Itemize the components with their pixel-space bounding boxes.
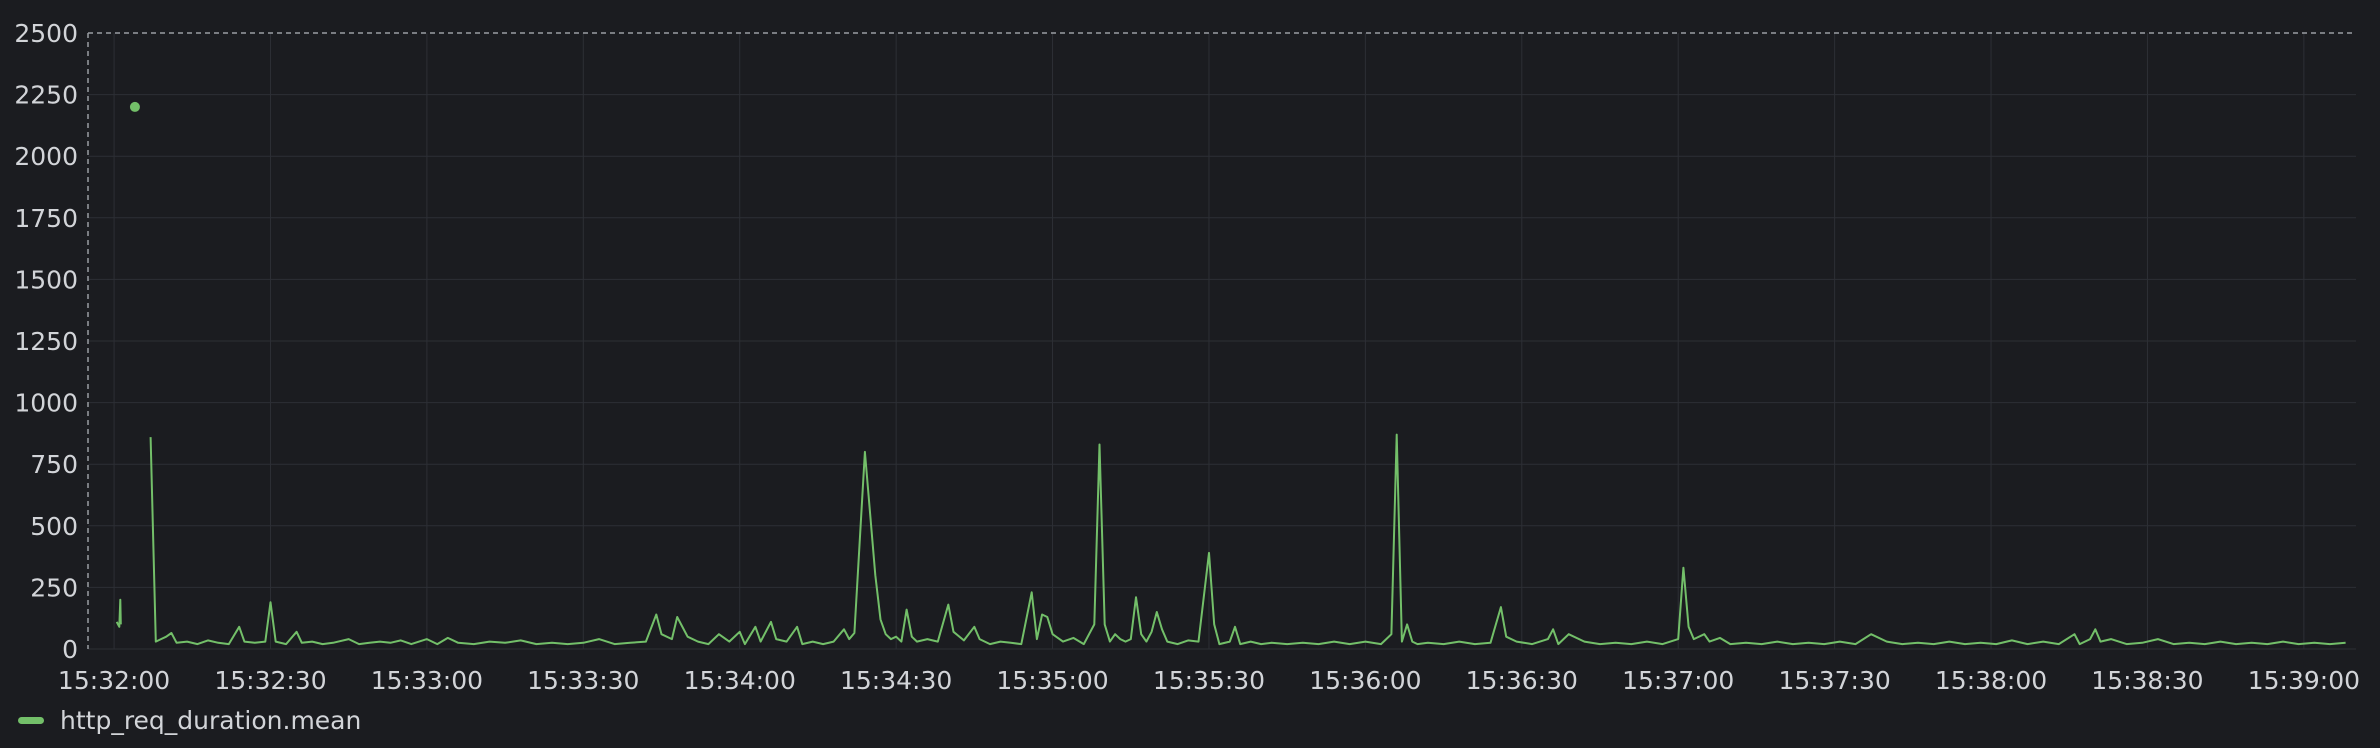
legend-item[interactable]: http_req_duration.mean: [18, 702, 361, 738]
x-tick-label: 15:35:30: [1153, 666, 1265, 695]
y-tick-label: 500: [30, 512, 78, 541]
chart-plot[interactable]: 0 250 500 750 1000 1250 1500 1750 2000 2250 2500 15…: [0, 0, 2380, 700]
y-tick-label: 1500: [14, 265, 78, 294]
x-tick-label: 15:35:00: [996, 666, 1108, 695]
legend-label: http_req_duration.mean: [60, 705, 362, 735]
y-tick-label: 0: [62, 635, 78, 664]
x-tick-label: 15:32:00: [58, 666, 170, 695]
x-tick-label: 15:39:00: [2248, 666, 2360, 695]
y-tick-label: 750: [30, 450, 78, 479]
legend-swatch-icon: [18, 716, 44, 724]
y-tick-label: 2500: [14, 19, 78, 48]
x-tick-label: 15:37:00: [1622, 666, 1734, 695]
x-tick-label: 15:36:30: [1466, 666, 1578, 695]
series-line: [149, 433, 2346, 646]
x-tick-label: 15:33:30: [527, 666, 639, 695]
y-tick-label: 1250: [14, 327, 78, 356]
y-tick-label: 2250: [14, 81, 78, 110]
y-tick-label: 250: [30, 573, 78, 602]
series-line: [115, 598, 122, 628]
x-tick-label: 15:33:00: [371, 666, 483, 695]
x-tick-label: 15:34:30: [840, 666, 952, 695]
x-tick-label: 15:38:00: [1935, 666, 2047, 695]
data-point: [129, 101, 140, 112]
x-tick-label: 15:34:00: [684, 666, 796, 695]
x-tick-label: 15:38:30: [2091, 666, 2203, 695]
x-tick-label: 15:36:00: [1309, 666, 1421, 695]
y-tick-label: 2000: [14, 142, 78, 171]
y-tick-label: 1000: [14, 389, 78, 418]
x-tick-label: 15:37:30: [1778, 666, 1890, 695]
x-tick-label: 15:32:30: [214, 666, 326, 695]
y-tick-label: 1750: [14, 204, 78, 233]
